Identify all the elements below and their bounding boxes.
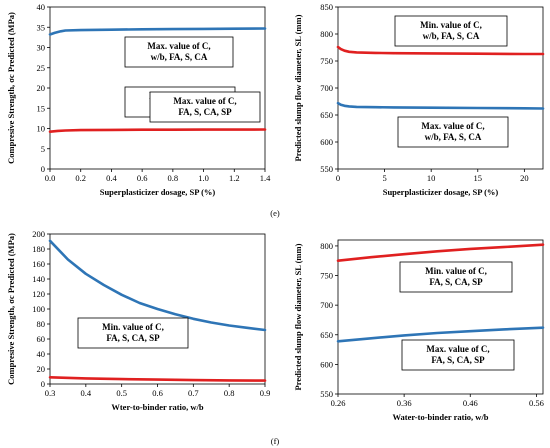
bottom-left-x-tick-label: 0.8 <box>224 388 235 398</box>
bottom-right-annotation-text: Min. value of C, <box>425 266 487 276</box>
bottom-left-y-tick-label: 160 <box>32 259 45 269</box>
top-right-y-tick-label: 850 <box>320 2 333 12</box>
top-right-y-axis-label: Predicted slump flow diameter, SL (mm) <box>293 14 303 161</box>
top-left-y-tick-label: 20 <box>37 83 46 93</box>
top-right-y-tick-label: 800 <box>320 29 333 39</box>
top-left-y-tick-label: 40 <box>37 2 46 12</box>
top-left-x-tick-label: 0.2 <box>75 173 86 183</box>
top-left-y-tick-label: 10 <box>37 124 46 134</box>
bottom-left-x-tick-label: 0.9 <box>260 388 271 398</box>
top-right-y-tick-label: 600 <box>320 137 333 147</box>
bottom-left-x-tick-label: 0.3 <box>45 388 56 398</box>
top-left-x-tick-label: 0.0 <box>45 173 56 183</box>
bottom-left-y-axis-label: Compresive Strength, σc Predicted (MPa) <box>6 233 16 385</box>
top-right-annotation-text: Min. value of C, <box>420 20 482 30</box>
bottom-right-x-axis-label: Water-to-binder ratio, w/b <box>392 412 488 422</box>
bottom-left-y-tick-label: 200 <box>32 229 45 239</box>
top-left-x-tick-label: 0.6 <box>137 173 148 183</box>
bottom-right-annotation-text: FA, S, CA, SP <box>429 277 483 287</box>
bottom-right-annotation-text: FA, S, CA, SP <box>431 355 485 365</box>
bottom-right-x-tick-label: 0.36 <box>397 398 412 408</box>
bottom-left-y-tick-label: 40 <box>37 349 46 359</box>
bottom-left-x-tick-label: 0.6 <box>152 388 163 398</box>
bottom-right-x-tick-label: 0.46 <box>463 398 478 408</box>
bottom-right-y-tick-label: 800 <box>320 241 333 251</box>
top-right-y-tick-label: 750 <box>320 56 333 66</box>
bottom-left-series-0-line <box>48 239 267 332</box>
top-left-x-tick-label: 1.0 <box>198 173 209 183</box>
bottom-left-x-tick-label: 0.5 <box>116 388 127 398</box>
top-right-y-tick-label: 550 <box>320 164 333 174</box>
bottom-left-annotation-text: Max. value of C, <box>173 96 236 106</box>
bottom-left-series-1-line <box>48 375 267 382</box>
top-right-series-0-line <box>336 45 545 56</box>
top-left-x-tick-label: 0.4 <box>106 173 117 183</box>
bottom-left-y-tick-label: 0 <box>41 379 45 389</box>
bottom-right-y-tick-label: 750 <box>320 271 333 281</box>
bottom-right-series-0-line <box>336 243 545 263</box>
bottom-left-x-axis-label: Wter-to-binder ratio, w/b <box>111 402 204 412</box>
top-left-y-tick-label: 30 <box>37 43 46 53</box>
bottom-right-x-tick-label: 0.26 <box>331 398 346 408</box>
top-left-x-axis-label: Superplasticizer dosage, SP (%) <box>100 187 216 197</box>
bottom-left-y-tick-label: 60 <box>37 334 46 344</box>
top-right-annotation-box <box>394 15 508 47</box>
top-left-annotation-box <box>124 36 234 68</box>
top-left-x-tick-label: 0.8 <box>168 173 179 183</box>
top-left-annotation-text: w/b, FA, S, CA <box>151 52 208 62</box>
bottom-right-annotation-box <box>399 261 513 293</box>
bottom-left-y-tick-label: 20 <box>37 364 46 374</box>
panel-label-e: (e) <box>270 208 280 218</box>
bottom-left-y-tick-label: 80 <box>37 319 46 329</box>
top-right-x-tick-label: 15 <box>474 173 483 183</box>
bottom-right-y-tick-label: 650 <box>320 330 333 340</box>
top-right-annotation-text: Max. value of C, <box>421 121 484 131</box>
bottom-right-annotation-text: Max. value of C, <box>426 344 489 354</box>
top-right-y-tick-label: 700 <box>320 83 333 93</box>
bottom-left-y-tick-label: 120 <box>32 289 45 299</box>
bottom-left-annotation-box <box>149 91 261 123</box>
top-left-y-tick-label: 35 <box>37 22 46 32</box>
top-right-x-axis-label: Superplasticizer dosage, SP (%) <box>383 187 499 197</box>
top-left-y-axis-label: Compresive Strength, σc Predicted (MPa) <box>6 12 16 164</box>
bottom-left-annotation-text: Min. value of C, <box>102 322 164 332</box>
bottom-left-x-tick-label: 0.4 <box>81 388 92 398</box>
top-right-x-tick-label: 20 <box>520 173 529 183</box>
bottom-right-series-1-line <box>336 326 545 343</box>
top-left-y-tick-label: 25 <box>37 63 46 73</box>
bottom-right-y-tick-label: 700 <box>320 300 333 310</box>
bottom-left-y-tick-label: 180 <box>32 244 45 254</box>
top-right-y-tick-label: 650 <box>320 110 333 120</box>
bottom-right-y-axis-label: Predicted slump flow diameter, SL (mm) <box>293 243 303 390</box>
top-right-annotation-text: w/b, FA, S, CA <box>425 132 482 142</box>
bottom-right-y-tick-label: 550 <box>320 389 333 399</box>
top-left-series-0-line <box>48 27 267 36</box>
bottom-right-plot-frame <box>337 239 544 395</box>
top-right-series-1-line <box>336 101 545 110</box>
bottom-left-annotation-text: FA, S, CA, SP <box>178 107 232 117</box>
top-left-y-tick-label: 5 <box>41 144 45 154</box>
top-right-annotation-text: w/b, FA, S, CA <box>423 31 480 41</box>
top-right-x-tick-label: 10 <box>427 173 436 183</box>
bottom-left-y-tick-label: 100 <box>32 304 45 314</box>
top-right-x-tick-label: 0 <box>336 173 340 183</box>
top-left-x-tick-label: 1.2 <box>229 173 240 183</box>
panel-label-f: (f) <box>271 436 280 446</box>
bottom-left-annotation-text: FA, S, CA, SP <box>106 333 160 343</box>
bottom-left-x-tick-label: 0.7 <box>188 388 199 398</box>
top-left-annotation-text: Max. value of C, <box>147 41 210 51</box>
bottom-left-y-tick-label: 140 <box>32 274 45 284</box>
bottom-right-x-tick-label: 0.56 <box>529 398 544 408</box>
bottom-right-y-tick-label: 600 <box>320 359 333 369</box>
top-left-series-1-line <box>48 128 267 133</box>
top-left-x-tick-label: 1.4 <box>260 173 271 183</box>
top-right-x-tick-label: 5 <box>382 173 386 183</box>
top-left-y-tick-label: 15 <box>37 103 46 113</box>
top-right-annotation-box <box>397 116 509 148</box>
top-left-y-tick-label: 0 <box>41 164 45 174</box>
bottom-right-annotation-box <box>401 339 515 371</box>
bottom-left-annotation-box <box>77 317 189 349</box>
